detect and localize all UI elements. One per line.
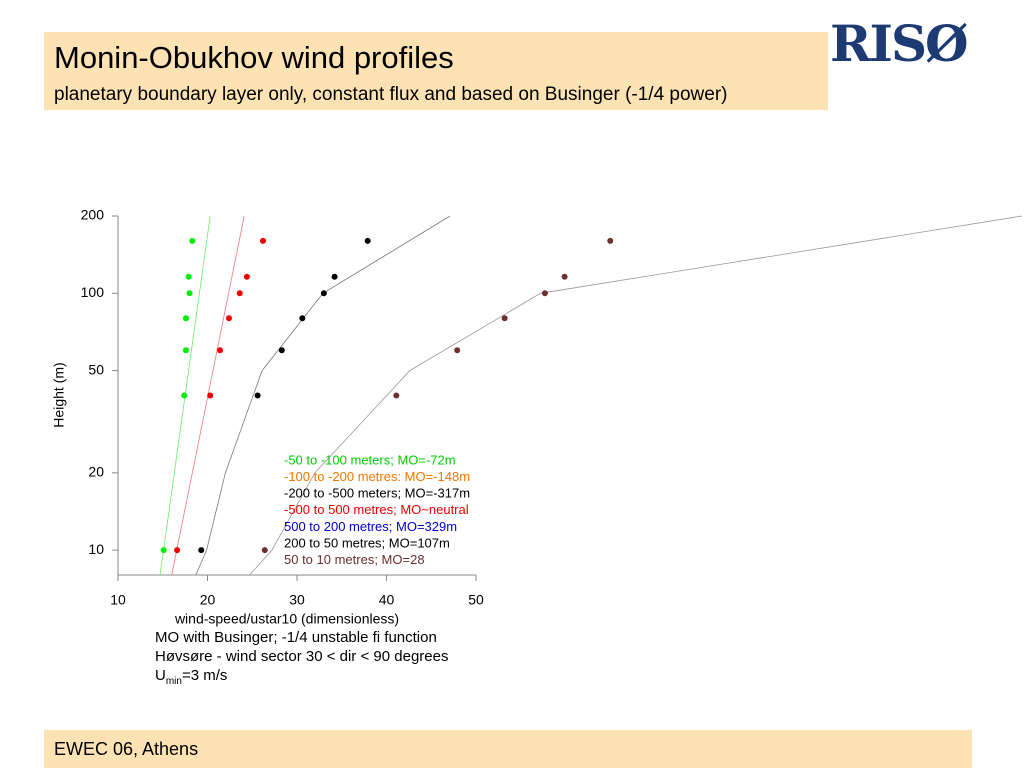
point	[174, 547, 181, 554]
legend-entry: -500 to 500 metres; MO~neutral	[284, 502, 469, 517]
point	[331, 273, 338, 280]
subtitle: planetary boundary layer only, constant …	[54, 84, 728, 105]
point	[185, 273, 192, 280]
fit-line	[249, 215, 1023, 576]
footer-box: EWEC 06, Athens	[44, 730, 972, 768]
point	[393, 392, 400, 399]
y-axis-label: Height (m)	[51, 362, 67, 427]
note: MO with Businger; -1/4 unstable fi funct…	[155, 629, 437, 646]
note: Umin=3 m/s	[155, 667, 227, 687]
point	[454, 347, 461, 354]
point	[217, 347, 224, 354]
note-sub: min	[165, 676, 182, 687]
point	[261, 547, 268, 554]
legend-entry: -50 to -100 meters; MO=-72m	[284, 452, 456, 467]
point	[207, 392, 214, 399]
title: Monin-Obukhov wind profiles	[54, 40, 454, 75]
logo: RISØ	[830, 14, 969, 73]
point	[183, 347, 190, 354]
point	[236, 290, 243, 297]
x-tick-label: 50	[468, 592, 484, 608]
note-u: U	[155, 667, 166, 684]
point	[181, 392, 188, 399]
point	[501, 315, 508, 322]
point	[225, 315, 232, 322]
footer: EWEC 06, Athens	[54, 739, 199, 759]
legend-entry: -100 to -200 metres: MO=-148m	[284, 469, 470, 484]
point	[561, 273, 568, 280]
point	[364, 237, 371, 244]
point	[607, 237, 614, 244]
point	[254, 392, 261, 399]
legend-entry: 500 to 200 metres; MO=329m	[284, 519, 457, 534]
x-tick-label: 20	[200, 592, 216, 608]
legend-entry: -200 to -500 meters; MO=-317m	[284, 486, 470, 501]
fit-line	[195, 215, 451, 576]
note-rest: =3 m/s	[181, 667, 228, 684]
point	[243, 273, 250, 280]
point	[259, 237, 266, 244]
chart: wind-speed/ustar10 (dimensionless) Heigh…	[51, 207, 1023, 627]
y-tick-label: 100	[81, 284, 105, 300]
title-box: Monin-Obukhov wind profiles planetary bo…	[44, 32, 828, 110]
point	[320, 290, 327, 297]
x-tick-label: 10	[110, 592, 126, 608]
y-tick-label: 10	[88, 541, 104, 557]
x-axis-label: wind-speed/ustar10 (dimensionless)	[174, 611, 399, 627]
note: Høvsøre - wind sector 30 < dir < 90 degr…	[155, 648, 449, 665]
point	[299, 315, 306, 322]
x-tick-label: 40	[379, 592, 395, 608]
point	[278, 347, 285, 354]
point	[198, 547, 205, 554]
point	[541, 290, 548, 297]
point	[183, 315, 190, 322]
x-tick-label: 30	[289, 592, 305, 608]
legend-entry: 50 to 10 metres; MO=28	[284, 552, 425, 567]
point	[189, 237, 196, 244]
legend-entry: 200 to 50 metres; MO=107m	[284, 535, 450, 550]
y-tick-label: 200	[81, 207, 105, 223]
point	[186, 290, 193, 297]
y-tick-label: 50	[88, 361, 104, 377]
y-tick-label: 20	[88, 464, 104, 480]
point	[160, 547, 167, 554]
